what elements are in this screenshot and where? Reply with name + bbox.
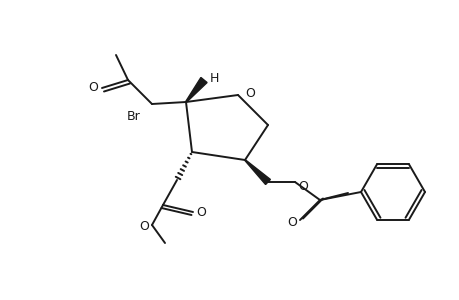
Text: O: O: [139, 220, 149, 233]
Text: H: H: [209, 71, 218, 85]
Text: O: O: [245, 86, 254, 100]
Text: Br: Br: [127, 110, 140, 122]
Text: O: O: [88, 80, 98, 94]
Text: O: O: [297, 179, 307, 193]
Text: O: O: [286, 215, 297, 229]
Polygon shape: [244, 160, 270, 184]
Text: O: O: [196, 206, 206, 220]
Polygon shape: [185, 77, 207, 102]
